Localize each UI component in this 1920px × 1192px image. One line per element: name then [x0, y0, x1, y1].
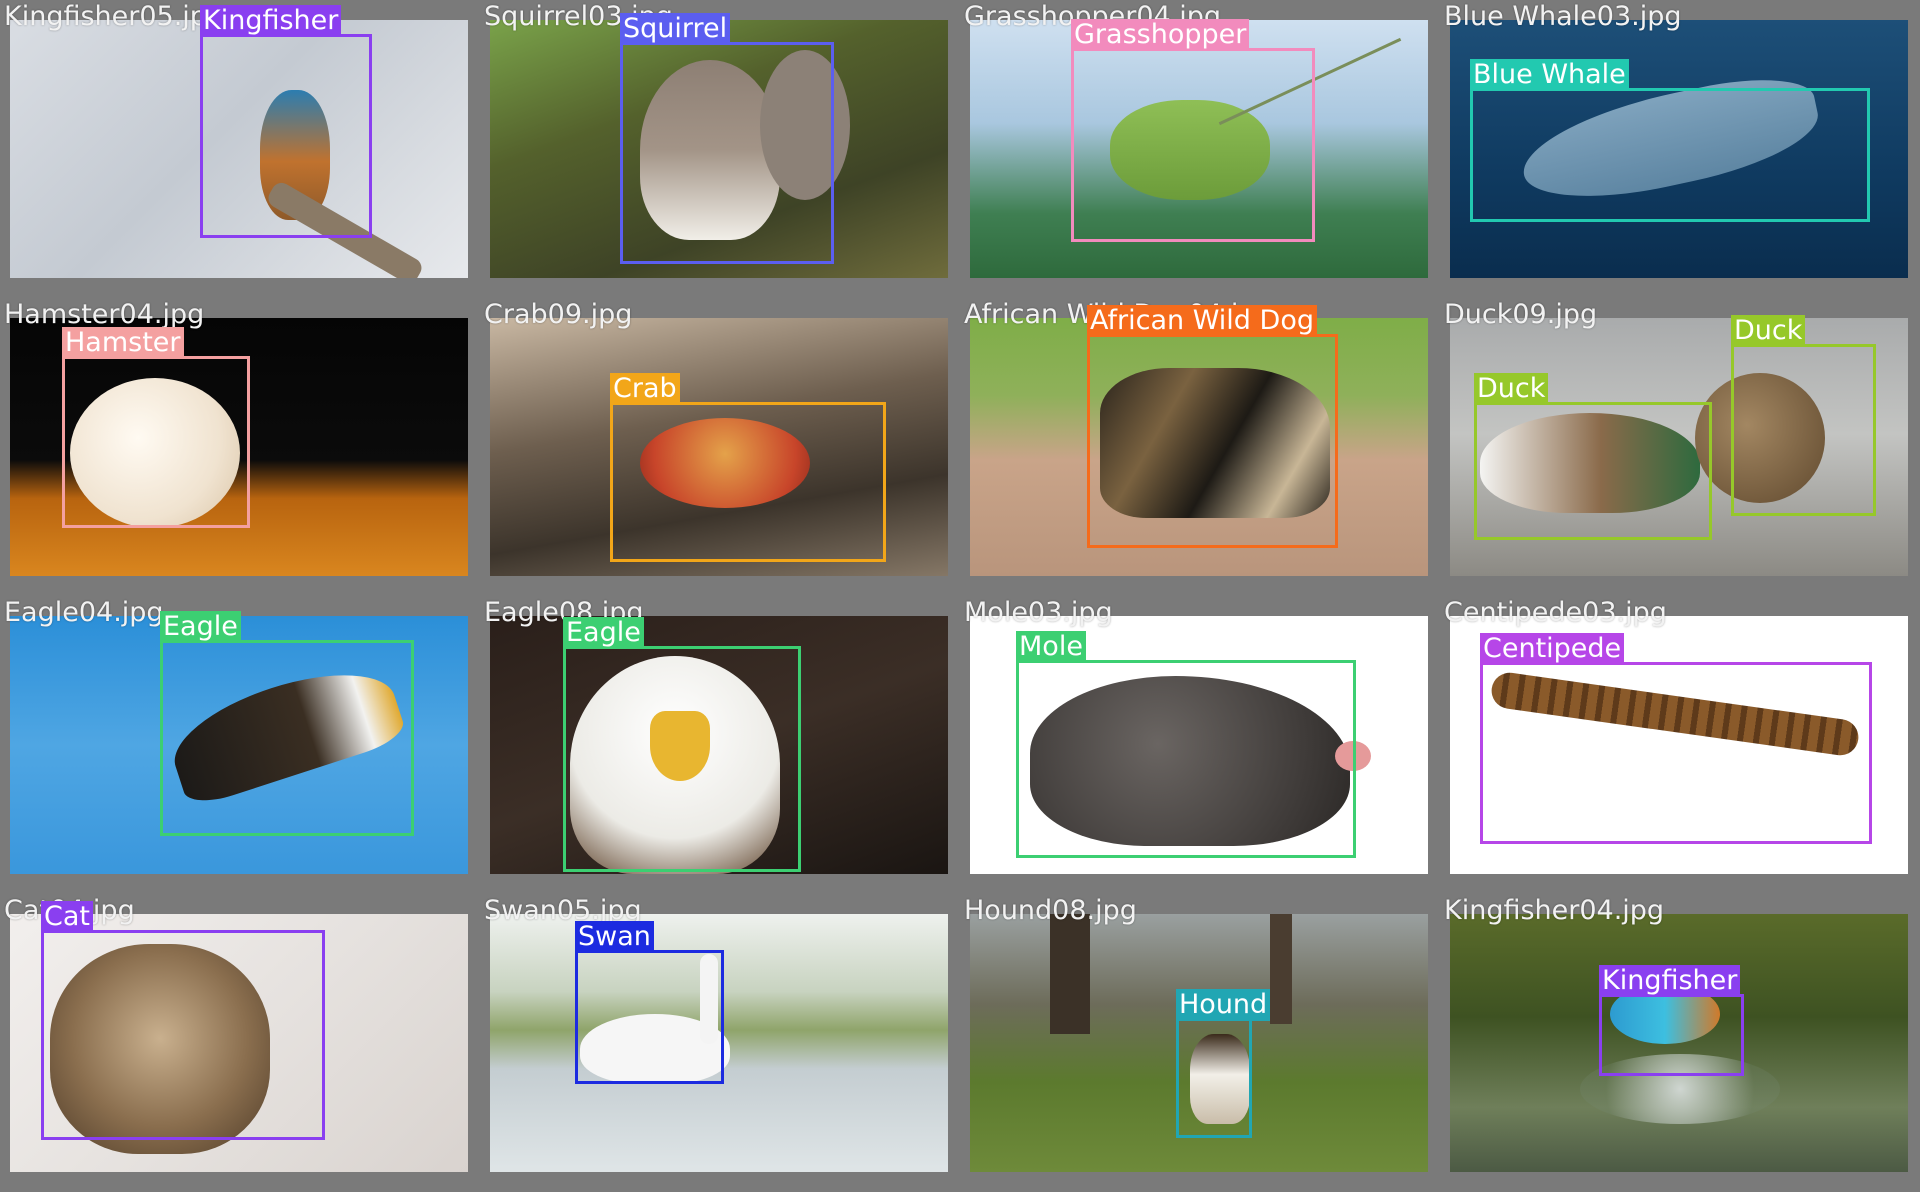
tree-trunk — [1270, 914, 1292, 1024]
class-label: Duck — [1731, 315, 1806, 347]
grasshopper-figure — [1110, 100, 1270, 200]
hound-figure — [1190, 1034, 1250, 1124]
bounding-box: Hound — [1176, 989, 1271, 1138]
photo — [10, 914, 468, 1172]
grid-cell: Eagle08.jpg Eagle — [480, 596, 960, 894]
swan-neck — [700, 954, 718, 1044]
grid-cell: Duck09.jpg Duck Duck — [1440, 298, 1920, 596]
class-label: Cat — [41, 901, 93, 933]
grid-cell: Centipede03.jpg Centipede — [1440, 596, 1920, 894]
bounding-box: Mole — [1016, 631, 1356, 858]
bounding-box: Kingfisher — [1599, 965, 1744, 1076]
filename-label: Mole03.jpg — [964, 597, 1113, 628]
filename-label: Blue Whale03.jpg — [1444, 1, 1682, 32]
photo — [970, 20, 1428, 278]
filename-label: Hound08.jpg — [964, 895, 1137, 926]
grid-cell: Kingfisher04.jpg Kingfisher — [1440, 894, 1920, 1192]
filename-label: Duck09.jpg — [1444, 299, 1598, 330]
filename-label: Centipede03.jpg — [1444, 597, 1667, 628]
grid-cell: African Wild Dog04.jpg African Wild Dog — [960, 298, 1440, 596]
bounding-box: Duck — [1731, 315, 1876, 516]
class-label: Duck — [1474, 373, 1549, 405]
grid-cell: Hamster04.jpg Hamster — [0, 298, 480, 596]
squirrel-tail — [760, 50, 850, 200]
filename-label: Eagle04.jpg — [4, 597, 164, 628]
cat-figure — [50, 944, 270, 1154]
bounding-box: Duck — [1474, 373, 1712, 540]
class-label: Swan — [575, 921, 654, 953]
photo — [970, 914, 1428, 1172]
class-label: Hamster — [62, 327, 184, 359]
bounding-box: Cat — [41, 901, 325, 1140]
photo — [490, 20, 948, 278]
hamster-figure — [70, 378, 240, 528]
class-label: Crab — [610, 373, 680, 405]
bounding-box: Crab — [610, 373, 886, 562]
photo — [1450, 914, 1908, 1172]
bounding-box: Centipede — [1480, 633, 1872, 844]
mole-figure — [1030, 676, 1350, 846]
class-label: Kingfisher — [1599, 965, 1741, 997]
photo — [970, 318, 1428, 576]
photo — [10, 616, 468, 874]
photo — [490, 914, 948, 1172]
grid-cell: Kingfisher05.jpg Kingfisher — [0, 0, 480, 298]
class-label: Grasshopper — [1071, 19, 1250, 51]
filename-label: Crab09.jpg — [484, 299, 633, 330]
photo — [490, 616, 948, 874]
squirrel-figure — [640, 60, 780, 240]
tree-trunk — [1050, 914, 1090, 1034]
crab-figure — [640, 418, 810, 508]
bounding-box: Swan — [575, 921, 724, 1084]
grid-cell: Mole03.jpg Mole — [960, 596, 1440, 894]
class-label: African Wild Dog — [1087, 305, 1317, 337]
class-label: Kingfisher — [200, 5, 342, 37]
filename-label: Hamster04.jpg — [4, 299, 205, 330]
photo — [490, 318, 948, 576]
photo — [10, 318, 468, 576]
grid-cell: Blue Whale03.jpg Blue Whale — [1440, 0, 1920, 298]
class-label: Centipede — [1480, 633, 1625, 665]
class-label: Hound — [1176, 989, 1271, 1021]
bounding-box: Eagle — [160, 611, 414, 836]
bounding-box: African Wild Dog — [1087, 305, 1338, 548]
grid-cell: Eagle04.jpg Eagle — [0, 596, 480, 894]
eagle-beak — [650, 711, 710, 781]
bounding-box: Squirrel — [620, 13, 834, 264]
filename-label: Swan05.jpg — [484, 895, 642, 926]
class-label: Squirrel — [620, 13, 731, 45]
bounding-box: Grasshopper — [1071, 19, 1315, 242]
bounding-box: Eagle — [563, 617, 801, 872]
bounding-box: Kingfisher — [200, 5, 372, 238]
filename-label: Kingfisher05.jpg — [4, 1, 225, 32]
water-splash — [1580, 1054, 1780, 1124]
grid-cell: Squirrel03.jpg Squirrel — [480, 0, 960, 298]
class-label: Eagle — [563, 617, 644, 649]
grid-cell: Grasshopper04.jpg Grasshopper — [960, 0, 1440, 298]
bounding-box: Blue Whale — [1470, 59, 1870, 222]
class-label: Eagle — [160, 611, 241, 643]
wild-dog-figure — [1100, 368, 1330, 518]
grid-cell: Cat04.jpg Cat — [0, 894, 480, 1192]
grid-cell: Swan05.jpg Swan — [480, 894, 960, 1192]
bounding-box: Hamster — [62, 327, 250, 528]
duck-figure — [1695, 373, 1825, 503]
photo — [1450, 318, 1908, 576]
duck-figure — [1480, 413, 1700, 513]
class-label: Mole — [1016, 631, 1086, 663]
grid-cell: Crab09.jpg Crab — [480, 298, 960, 596]
class-label: Blue Whale — [1470, 59, 1629, 91]
filename-label: Kingfisher04.jpg — [1444, 895, 1665, 926]
grid-cell: Hound08.jpg Hound — [960, 894, 1440, 1192]
